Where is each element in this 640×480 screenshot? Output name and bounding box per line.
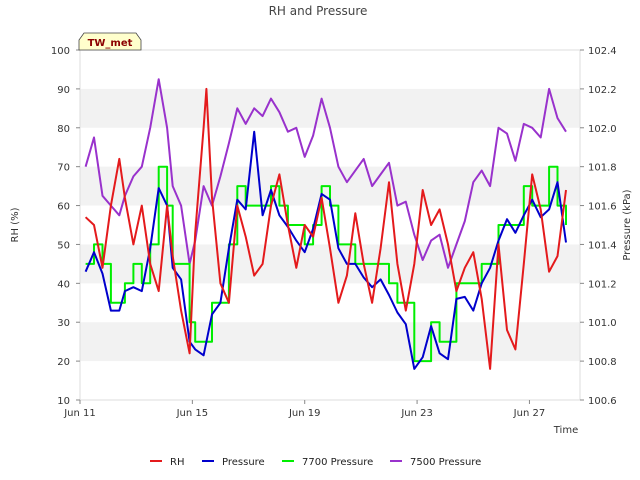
y-axis-title: RH (%) — [10, 207, 21, 242]
y2-tick-label: 101.6 — [588, 202, 617, 213]
x-tick-label: Jun 27 — [513, 408, 546, 419]
y-tick-label: 50 — [57, 240, 70, 251]
y2-tick-label: 100.6 — [588, 396, 617, 407]
x-tick-label: Jun 11 — [63, 408, 96, 419]
y-tick-label: 90 — [57, 85, 70, 96]
legend-label-pressure: Pressure — [222, 457, 265, 468]
y-tick-label: 40 — [57, 279, 70, 290]
series-line-rh — [84, 87, 567, 370]
y-tick-label: 70 — [57, 163, 70, 174]
y-tick-label: 30 — [57, 318, 70, 329]
y-tick-label: 60 — [57, 202, 70, 213]
y-tick-label: 10 — [57, 396, 70, 407]
y2-tick-label: 101.4 — [588, 240, 617, 251]
x-axis-title: Time — [553, 425, 578, 436]
y2-tick-label: 100.8 — [588, 357, 617, 368]
y-axis-right: 100.6 100.8 101.0 101.2 101.4 101.6 101.8 102.0… — [580, 46, 617, 407]
y2-tick-label: 102.0 — [588, 124, 617, 135]
site-badge-label: TW_met — [88, 38, 133, 49]
series-line-7700-pressure — [85, 165, 567, 363]
legend-label-7700-pressure: 7700 Pressure — [302, 457, 373, 468]
plot-frame — [79, 49, 581, 401]
y2-tick-label: 101.0 — [588, 318, 617, 329]
y2-axis-title: Pressure (kPa) — [622, 189, 633, 260]
y2-tick-label: 101.2 — [588, 279, 617, 290]
chart-title: RH and Pressure — [269, 4, 368, 18]
series-line-pressure — [84, 130, 567, 370]
x-tick-label: Jun 15 — [176, 408, 209, 419]
y-axis-left: 10 20 30 40 50 60 70 80 90 100 — [51, 46, 80, 407]
legend-label-7500-pressure: 7500 Pressure — [410, 457, 481, 468]
legend-label-rh: RH — [170, 457, 184, 468]
grid-band — [80, 322, 580, 362]
site-badge: TW_met — [78, 32, 142, 51]
series-line-7500-pressure — [84, 78, 567, 269]
y-tick-label: 20 — [57, 357, 70, 368]
y2-tick-label: 101.8 — [588, 163, 617, 174]
x-tick-label: Jun 19 — [288, 408, 321, 419]
y2-tick-label: 102.4 — [588, 46, 617, 57]
y-tick-label: 100 — [51, 46, 70, 57]
x-tick-label: Jun 23 — [400, 408, 433, 419]
y-tick-label: 80 — [57, 124, 70, 135]
site-badge-shape — [78, 32, 142, 51]
y2-tick-label: 102.2 — [588, 85, 617, 96]
series-layer — [84, 78, 567, 370]
x-axis: Jun 11 Jun 15 Jun 19 Jun 23 Jun 27 — [63, 400, 545, 419]
legend: RH Pressure 7700 Pressure 7500 Pressure — [150, 457, 481, 468]
